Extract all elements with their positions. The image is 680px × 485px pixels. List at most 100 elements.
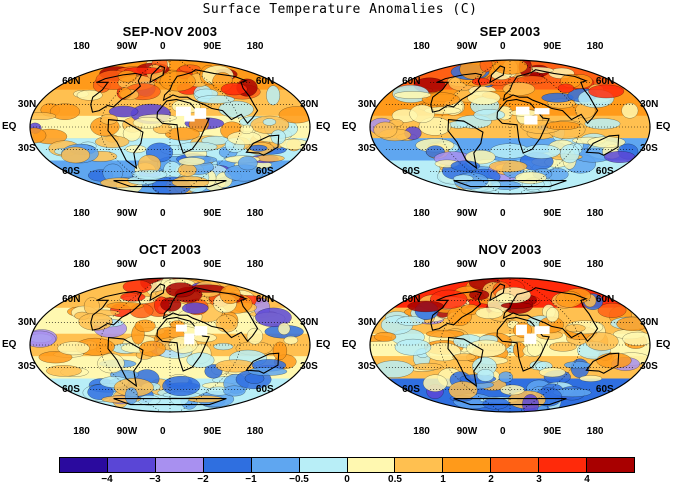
latitude-label-left: 60S [62, 165, 80, 177]
colorbar-tick-label: 2 [488, 474, 494, 485]
panel-title: NOV 2003 [478, 242, 542, 257]
colorbar-swatch [395, 458, 444, 472]
colorbar-swatch [107, 458, 156, 472]
longitude-label: 180 [586, 41, 604, 52]
longitude-label: 90W [116, 208, 138, 219]
latitude-label-right: EQ [316, 121, 331, 132]
latitude-label-left: 30N [357, 316, 377, 328]
longitude-label: 90E [543, 426, 562, 437]
longitude-label: 180 [413, 426, 430, 437]
latitude-label-left: 60S [62, 383, 80, 395]
latitude-label-left: EQ [342, 339, 357, 350]
map-panel-sep-nov: SEP-NOV 2003 180 180 90W 90W 0 0 90E 90E 180 180 6… [0, 20, 340, 235]
panel-title: OCT 2003 [138, 242, 202, 257]
latitude-label-right: EQ [656, 121, 671, 132]
longitude-label: 180 [73, 41, 90, 52]
latitude-label-left: 30S [17, 143, 36, 155]
colorbar-swatch [155, 458, 204, 472]
latitude-label-left: 60N [402, 76, 421, 88]
latitude-label-right: 30N [300, 316, 319, 328]
map-panel-nov: NOV 2003 180 180 90W 90W 0 0 90E 90E 180 180 60N 30… [340, 238, 680, 453]
colorbar [59, 457, 635, 473]
latitude-label-right: 60S [595, 383, 614, 395]
colorbar-tick-label: 3 [536, 474, 542, 485]
latitude-label-left: EQ [342, 121, 357, 132]
latitude-label-right: 60N [595, 294, 615, 306]
latitude-label-right: 30S [640, 143, 658, 155]
longitude-label: 0 [160, 208, 166, 219]
latitude-label-left: EQ [2, 121, 17, 132]
temperature-anomaly-map [29, 277, 311, 413]
colorbar-tick-label: 0 [344, 474, 350, 485]
latitude-label-left: 30N [357, 98, 377, 110]
longitude-label: 180 [413, 41, 430, 52]
longitude-label: 90W [456, 208, 478, 219]
temperature-anomaly-map [369, 59, 651, 195]
latitude-label-right: 30S [640, 361, 658, 373]
longitude-label: 0 [500, 41, 506, 52]
latitude-label-right: 30N [640, 98, 659, 110]
latitude-label-left: 60N [402, 294, 421, 306]
latitude-label-right: EQ [316, 339, 331, 350]
longitude-label: 180 [586, 426, 604, 437]
colorbar-tick-label: 0.5 [388, 474, 402, 485]
longitude-label: 90W [456, 259, 478, 270]
latitude-label-left: 30S [357, 143, 376, 155]
colorbar-swatch [251, 458, 300, 472]
latitude-label-right: 30S [300, 143, 318, 155]
latitude-label-left: 60S [402, 383, 420, 395]
colorbar-tick-label: −4 [101, 474, 113, 485]
longitude-label: 180 [413, 208, 430, 219]
latitude-label-right: 30S [300, 361, 318, 373]
longitude-label: 90E [203, 259, 222, 270]
longitude-label: 90W [116, 41, 138, 52]
longitude-label: 90E [543, 41, 562, 52]
colorbar-tick-label: −1 [245, 474, 257, 485]
longitude-label: 180 [246, 259, 264, 270]
panel-title: SEP 2003 [479, 24, 541, 39]
latitude-label-left: 30N [17, 98, 37, 110]
longitude-label: 0 [500, 426, 506, 437]
colorbar-swatch [299, 458, 348, 472]
latitude-label-right: 30N [300, 98, 319, 110]
colorbar-swatch [347, 458, 396, 472]
temperature-anomaly-map [369, 277, 651, 413]
longitude-label: 0 [500, 259, 506, 270]
latitude-label-left: 60N [62, 76, 81, 88]
latitude-label-right: 30N [640, 316, 659, 328]
colorbar-swatch [203, 458, 252, 472]
longitude-label: 180 [73, 208, 90, 219]
colorbar-swatch [443, 458, 492, 472]
colorbar-tick-label: −0.5 [289, 474, 309, 485]
longitude-label: 180 [586, 259, 604, 270]
latitude-label-left: 30N [17, 316, 37, 328]
longitude-label: 0 [160, 259, 166, 270]
colorbar-tick-label: 1 [440, 474, 446, 485]
longitude-label: 0 [160, 41, 166, 52]
longitude-label: 180 [586, 208, 604, 219]
latitude-label-right: 60S [595, 165, 614, 177]
longitude-label: 180 [246, 41, 264, 52]
longitude-label: 90W [116, 259, 138, 270]
latitude-label-left: 60S [402, 165, 420, 177]
colorbar-swatch [60, 458, 108, 472]
colorbar-swatch [491, 458, 540, 472]
map-panel-sep: SEP 2003 180 180 90W 90W 0 0 90E 90E 180 180 60N 30… [340, 20, 680, 235]
latitude-label-right: 60N [255, 76, 275, 88]
longitude-label: 90W [116, 426, 138, 437]
latitude-label-right: 60N [255, 294, 275, 306]
latitude-label-right: 60S [255, 165, 274, 177]
longitude-label: 180 [413, 259, 430, 270]
longitude-label: 180 [73, 259, 90, 270]
colorbar-tick-label: −2 [197, 474, 209, 485]
latitude-label-right: 60S [255, 383, 274, 395]
panel-title: SEP-NOV 2003 [122, 24, 218, 39]
longitude-label: 90E [543, 259, 562, 270]
longitude-label: 180 [73, 426, 90, 437]
longitude-label: 90E [543, 208, 562, 219]
longitude-label: 0 [500, 208, 506, 219]
longitude-label: 90E [203, 426, 222, 437]
latitude-label-left: 30S [357, 361, 376, 373]
longitude-label: 180 [246, 208, 264, 219]
map-panel-oct: OCT 2003 180 180 90W 90W 0 0 90E 90E 180 180 60N 30… [0, 238, 340, 453]
